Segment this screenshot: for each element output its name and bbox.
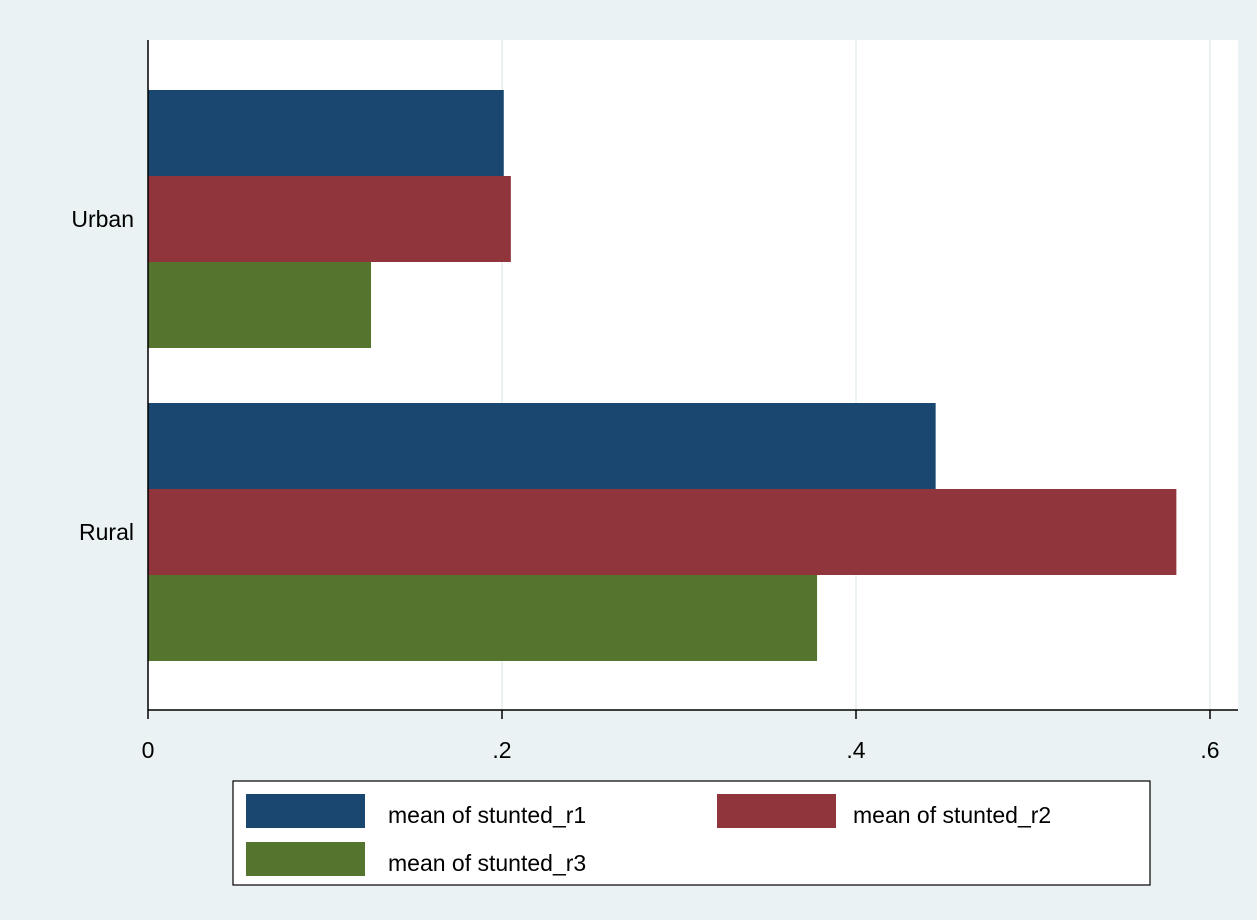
x-tick-label-1: .2 (492, 737, 511, 763)
legend-box (232, 780, 1151, 886)
legend-label-3: mean of stunted_r3 (388, 850, 586, 876)
x-tick-label-3: .6 (1200, 737, 1219, 763)
x-tick-label-0: 0 (142, 737, 155, 763)
category-label-urban: Urban (71, 206, 134, 232)
legend-swatch-3 (246, 842, 365, 876)
x-tick-label-2: .4 (846, 737, 865, 763)
legend-label-2: mean of stunted_r2 (853, 802, 1051, 828)
bar-rural-series-3 (148, 575, 818, 661)
bar-urban-series-2 (148, 176, 511, 262)
legend-swatch-1 (246, 794, 365, 828)
bar-rural-series-2 (148, 489, 1177, 575)
bar-urban-series-1 (148, 90, 504, 176)
legend-label-1: mean of stunted_r1 (388, 802, 586, 828)
axes: Urban Rural 0 .2 .4 .6 (71, 40, 1238, 763)
legend-swatch-2 (717, 794, 836, 828)
category-label-rural: Rural (79, 519, 134, 545)
bars (148, 90, 1177, 661)
legend: mean of stunted_r1 mean of stunted_r2mean… (232, 780, 1151, 886)
bar-rural-series-1 (148, 403, 936, 489)
bar-urban-series-3 (148, 262, 372, 348)
